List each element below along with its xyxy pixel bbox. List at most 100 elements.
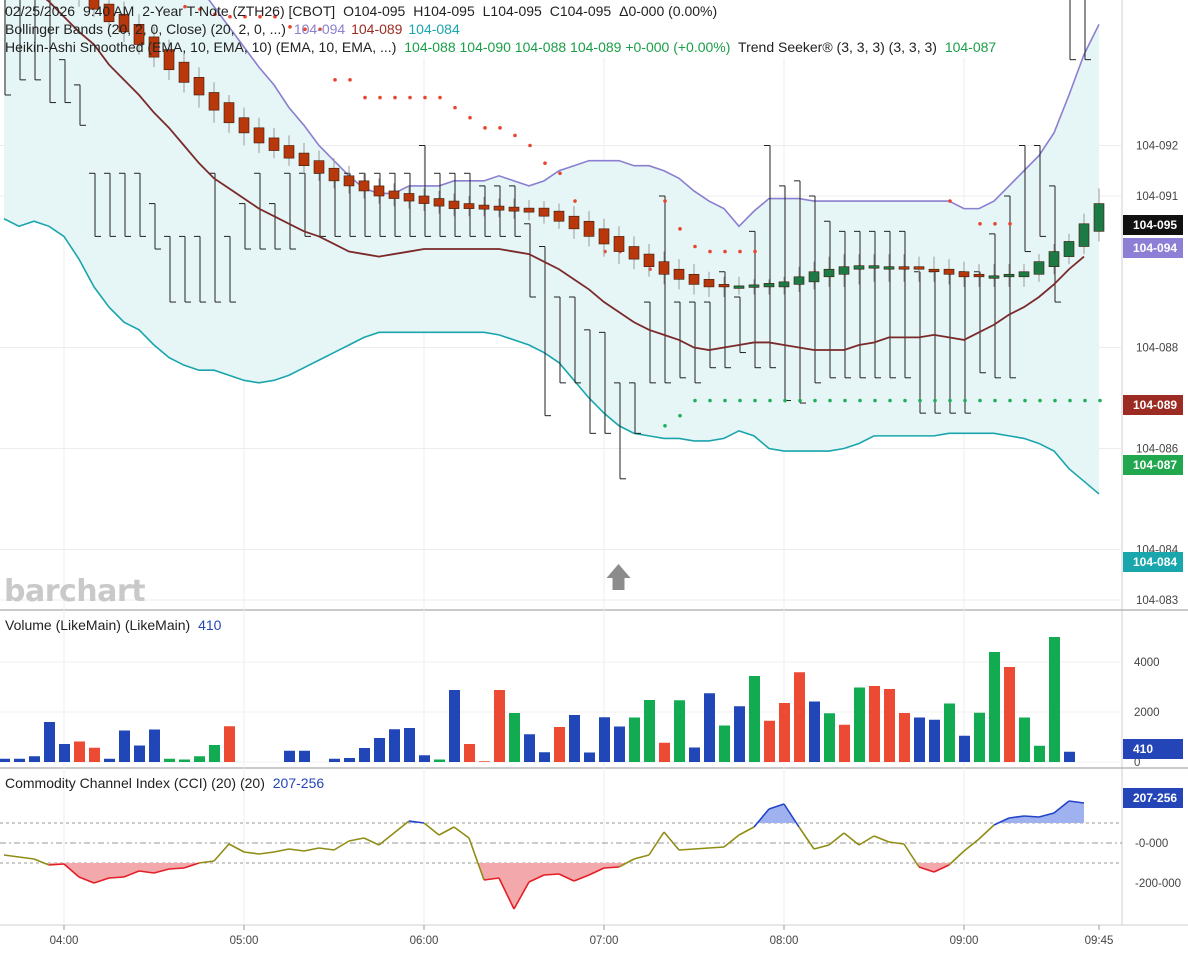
time-axis-tick: 05:00 bbox=[230, 935, 259, 947]
cci-line-segment bbox=[888, 841, 905, 845]
trend-seeker-dot-up bbox=[963, 398, 967, 403]
cci-line-segment bbox=[993, 817, 1010, 826]
ha-candle-down bbox=[463, 203, 475, 209]
bollinger-upper-value: 104-094 bbox=[294, 21, 346, 37]
ha-candle-down bbox=[598, 228, 610, 245]
volume-bar bbox=[299, 750, 310, 762]
trend-seeker-dot-up bbox=[693, 398, 697, 403]
cci-line-segment bbox=[588, 867, 605, 876]
trend-seeker-dot-down bbox=[708, 249, 712, 254]
trend-seeker-dot-up bbox=[723, 398, 727, 403]
trend-seeker-dot-up bbox=[978, 398, 982, 403]
cci-line-segment bbox=[723, 834, 740, 848]
trend-seeker-dot-down bbox=[393, 95, 397, 100]
buy-arrow-icon bbox=[606, 564, 631, 590]
volume-bar bbox=[329, 758, 340, 762]
volume-bar bbox=[344, 758, 355, 762]
ha-candle-down bbox=[583, 220, 595, 237]
volume-bars bbox=[0, 637, 1075, 762]
trend-seeker-dot-down bbox=[258, 14, 262, 19]
trend-seeker-dot-up bbox=[798, 398, 802, 403]
volume-bar bbox=[179, 759, 190, 762]
ha-candle-down bbox=[178, 61, 190, 83]
volume-bar bbox=[404, 728, 415, 762]
cci-label: Commodity Channel Index (CCI) (20) (20) bbox=[5, 775, 265, 791]
header-high: H104-095 bbox=[413, 3, 475, 19]
cci-line-segment bbox=[558, 873, 575, 882]
ha-candle-down bbox=[493, 205, 505, 211]
volume-bar bbox=[989, 652, 1000, 762]
trend-seeker-dot-up bbox=[828, 398, 832, 403]
volume-label: Volume (LikeMain) (LikeMain) bbox=[5, 617, 190, 633]
time-axis-tick: 09:00 bbox=[950, 935, 979, 947]
trend-seeker-dot-up bbox=[858, 398, 862, 403]
volume-bar bbox=[74, 741, 85, 762]
ha-candle-down bbox=[418, 195, 430, 204]
ha-candle-down bbox=[328, 167, 340, 182]
ha-candle-up bbox=[1063, 241, 1075, 257]
cci-line-segment bbox=[363, 837, 380, 846]
cci-badge-label: 207-256 bbox=[1133, 791, 1177, 805]
volume-axis-tick: 0 bbox=[1134, 757, 1140, 769]
ha-candle-down bbox=[448, 200, 460, 209]
volume-bar bbox=[914, 717, 925, 762]
volume-bar bbox=[419, 755, 430, 762]
cci-line-segment bbox=[198, 860, 215, 864]
trend-seeker-dot-down bbox=[663, 199, 667, 203]
cci-line-segment bbox=[963, 838, 980, 852]
trend-seeker-dot-up bbox=[918, 398, 922, 403]
volume-bar bbox=[599, 717, 610, 762]
volume-bar bbox=[1049, 637, 1060, 762]
cci-line-segment bbox=[798, 826, 815, 850]
price-badge bbox=[1123, 395, 1183, 415]
volume-bar bbox=[59, 744, 70, 762]
volume-bar bbox=[1019, 717, 1030, 762]
ha-candle-up bbox=[988, 275, 1000, 279]
header-change: Δ0-000 (0.00%) bbox=[619, 3, 717, 19]
trend-seeker-dot-down bbox=[363, 95, 367, 100]
volume-bar bbox=[734, 706, 745, 762]
trend-seeker-dot-up bbox=[1068, 398, 1072, 403]
ha-candle-up bbox=[778, 281, 790, 288]
volume-bar bbox=[779, 703, 790, 762]
trend-seeker-dot-down bbox=[483, 126, 487, 130]
cci-line-segment bbox=[648, 831, 665, 856]
cci-line-segment bbox=[663, 831, 680, 851]
trend-seeker-dot-down bbox=[573, 199, 577, 203]
ha-candle-down bbox=[283, 145, 295, 159]
cci-line-segment bbox=[423, 822, 440, 836]
cci-line-segment bbox=[138, 870, 155, 874]
trend-seeker-dot-down bbox=[528, 143, 532, 148]
price-badges: 104-095 104-094 104-089 104-087 104-084 410 20… bbox=[1123, 215, 1183, 808]
volume-bar bbox=[374, 738, 385, 762]
bollinger-lower-line bbox=[3, 218, 1100, 495]
ha-candle-up bbox=[868, 265, 880, 269]
cci-line-segment bbox=[738, 826, 755, 836]
trend-seeker-dot-up bbox=[1008, 398, 1012, 403]
ha-candle-down bbox=[268, 137, 280, 151]
price-axis-tick: 104-088 bbox=[1136, 343, 1178, 355]
ha-candle-down bbox=[88, 0, 100, 10]
cci-line-segment bbox=[1008, 815, 1025, 819]
trend-seeker-dot-down bbox=[1008, 221, 1012, 226]
volume-badge bbox=[1123, 739, 1183, 759]
volume-bar bbox=[149, 729, 160, 762]
volume-bar bbox=[164, 758, 175, 762]
volume-bar bbox=[929, 719, 940, 762]
ha-candle-down bbox=[943, 268, 955, 275]
header-low: L104-095 bbox=[483, 3, 542, 19]
volume-bar bbox=[389, 729, 400, 762]
cci-line-segment bbox=[303, 847, 320, 852]
trend-seeker-dot-down bbox=[243, 14, 247, 19]
trend-seeker-dot-up bbox=[678, 413, 682, 418]
header-close: C104-095 bbox=[550, 3, 612, 19]
volume-bar bbox=[674, 700, 685, 762]
trend-seeker-dot-up bbox=[783, 398, 787, 403]
trend-seeker-dot-down bbox=[513, 133, 517, 138]
trend-seeker-dot-up bbox=[948, 398, 952, 403]
volume-bar bbox=[464, 744, 475, 762]
price-badge bbox=[1123, 455, 1183, 475]
heikin-ashi-candles bbox=[78, 0, 1105, 297]
ha-candle-up bbox=[733, 285, 745, 289]
trend-seeker-dot-up bbox=[663, 423, 667, 428]
